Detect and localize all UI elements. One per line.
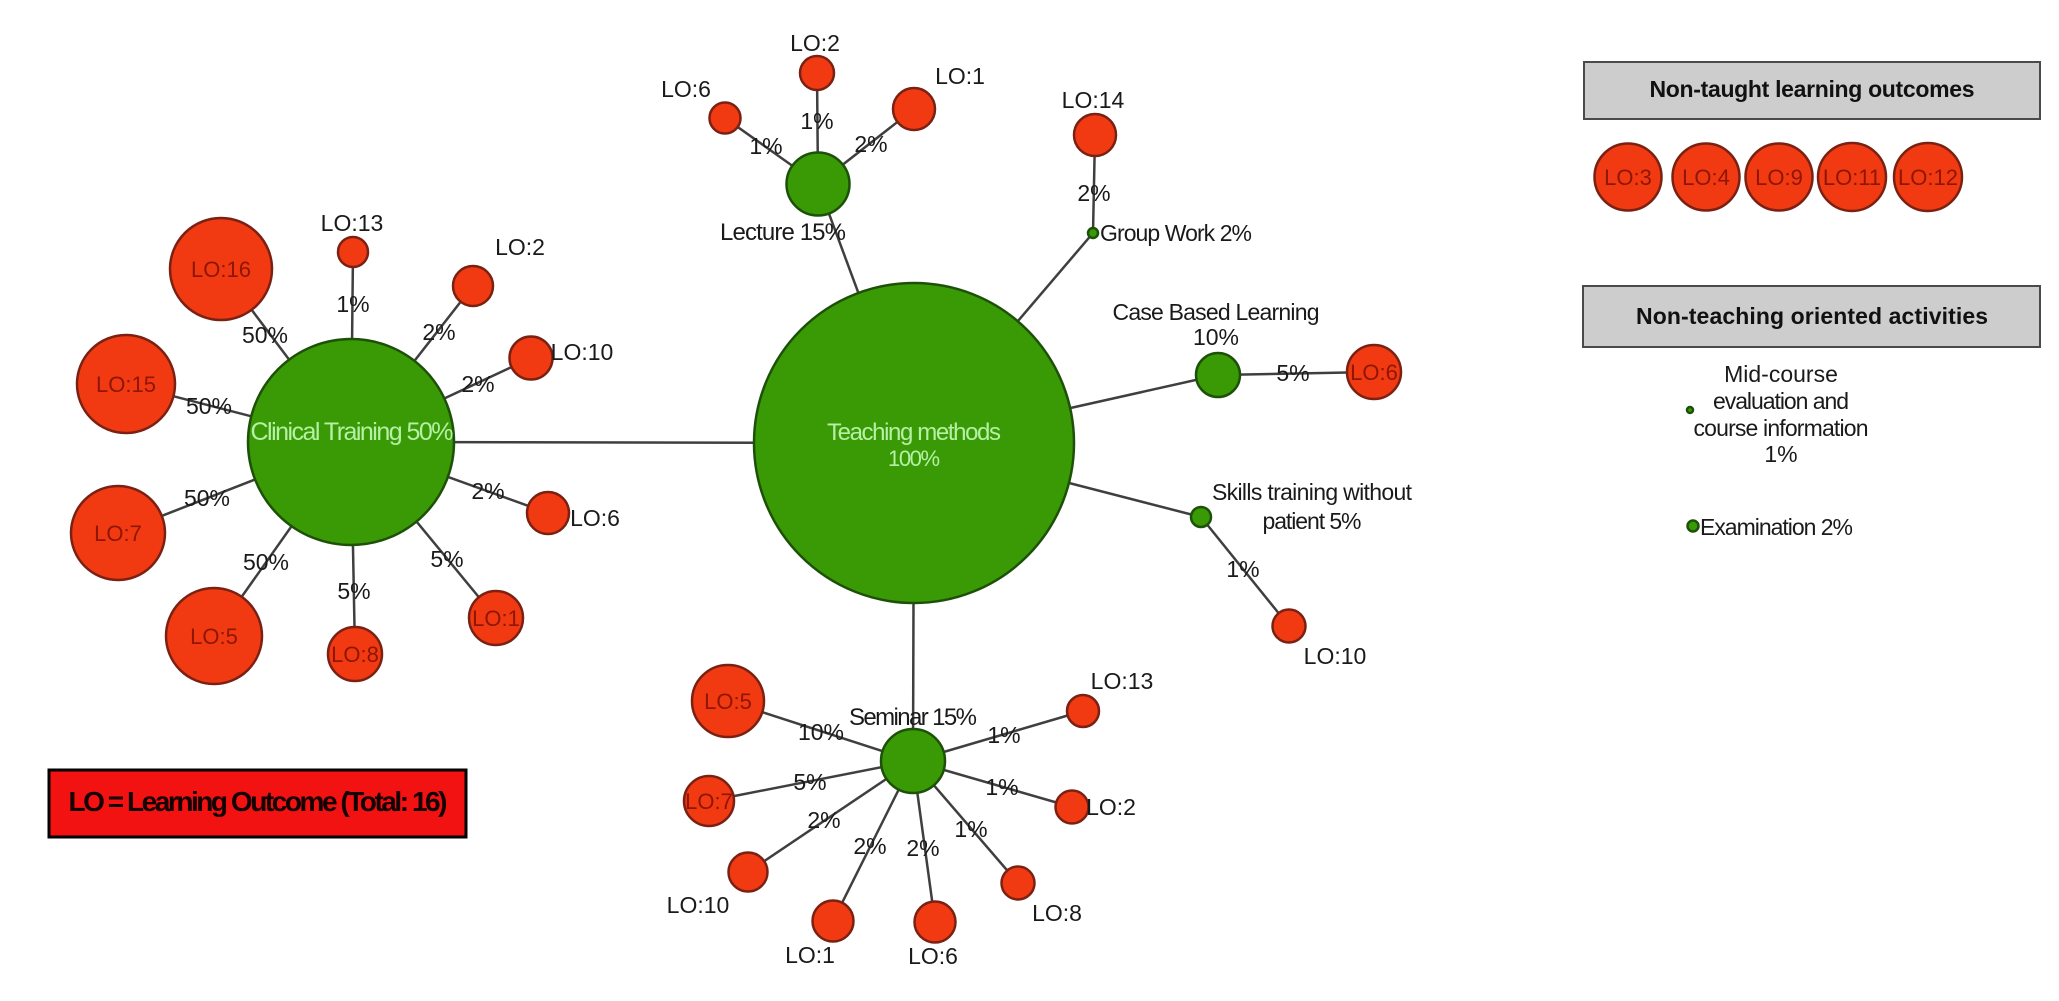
svg-text:LO:2: LO:2 <box>1086 794 1136 820</box>
svg-text:LO:7: LO:7 <box>685 789 733 814</box>
svg-text:50%: 50% <box>243 549 289 575</box>
svg-text:LO:4: LO:4 <box>1682 165 1730 190</box>
svg-text:Seminar 15%: Seminar 15% <box>849 704 977 731</box>
svg-text:5%: 5% <box>337 578 370 604</box>
svg-text:LO:3: LO:3 <box>1604 165 1652 190</box>
svg-text:LO:6: LO:6 <box>908 943 958 969</box>
svg-text:1%: 1% <box>954 816 987 842</box>
svg-text:LO:15: LO:15 <box>96 372 156 397</box>
svg-text:1%: 1% <box>800 108 833 134</box>
svg-text:LO = Learning Outcome (Total:: LO = Learning Outcome (Total: 16) <box>69 786 448 817</box>
svg-text:LO:2: LO:2 <box>790 30 840 56</box>
svg-text:LO:5: LO:5 <box>190 624 238 649</box>
svg-text:LO:6: LO:6 <box>661 76 711 102</box>
svg-text:LO:9: LO:9 <box>1755 165 1803 190</box>
svg-text:LO:1: LO:1 <box>472 606 520 631</box>
svg-text:1%: 1% <box>336 291 369 317</box>
svg-text:2%: 2% <box>906 835 939 861</box>
svg-text:10%: 10% <box>1193 324 1239 350</box>
svg-text:LO:6: LO:6 <box>1350 360 1398 385</box>
svg-text:LO:11: LO:11 <box>1823 165 1881 190</box>
svg-text:Teaching methods: Teaching methods <box>827 419 1001 446</box>
svg-text:50%: 50% <box>184 485 230 511</box>
svg-text:2%: 2% <box>853 833 886 859</box>
svg-text:50%: 50% <box>186 393 232 419</box>
svg-text:LO:1: LO:1 <box>785 942 835 968</box>
svg-text:LO:16: LO:16 <box>191 257 251 282</box>
svg-text:Non-teaching oriented activiti: Non-teaching oriented activities <box>1636 303 1988 329</box>
svg-text:LO:6: LO:6 <box>570 505 620 531</box>
svg-text:LO:13: LO:13 <box>321 210 384 236</box>
svg-text:1%: 1% <box>1764 441 1797 467</box>
svg-text:Non-taught learning outcomes: Non-taught learning outcomes <box>1650 76 1975 102</box>
svg-text:1%: 1% <box>985 774 1018 800</box>
svg-text:LO:14: LO:14 <box>1062 87 1125 113</box>
svg-text:5%: 5% <box>430 546 463 572</box>
svg-text:Skills training without: Skills training without <box>1212 479 1413 505</box>
svg-text:LO:12: LO:12 <box>1898 165 1958 190</box>
svg-text:LO:13: LO:13 <box>1091 668 1154 694</box>
svg-text:2%: 2% <box>1077 180 1110 206</box>
svg-text:50%: 50% <box>242 322 288 348</box>
svg-text:patient 5%: patient 5% <box>1263 508 1362 534</box>
svg-text:5%: 5% <box>793 769 826 795</box>
svg-text:Case Based Learning: Case Based Learning <box>1113 299 1320 325</box>
svg-text:10%: 10% <box>798 719 844 745</box>
svg-text:Group Work 2%: Group Work 2% <box>1100 220 1252 246</box>
svg-text:2%: 2% <box>854 131 887 157</box>
svg-text:LO:2: LO:2 <box>495 234 545 260</box>
svg-text:LO:10: LO:10 <box>551 339 614 365</box>
svg-text:evaluation and: evaluation and <box>1713 388 1849 414</box>
svg-text:course information: course information <box>1694 415 1869 441</box>
svg-text:2%: 2% <box>471 478 504 504</box>
svg-text:5%: 5% <box>1276 360 1309 386</box>
svg-text:100%: 100% <box>888 446 940 471</box>
svg-text:LO:10: LO:10 <box>1304 643 1367 669</box>
svg-text:2%: 2% <box>461 371 494 397</box>
svg-text:LO:8: LO:8 <box>1032 900 1082 926</box>
svg-text:Mid-course: Mid-course <box>1724 361 1838 387</box>
svg-text:Examination 2%: Examination 2% <box>1700 514 1853 540</box>
svg-text:2%: 2% <box>422 319 455 345</box>
svg-text:Clinical Training 50%: Clinical Training 50% <box>251 418 454 446</box>
svg-text:Lecture 15%: Lecture 15% <box>720 219 846 246</box>
svg-text:LO:1: LO:1 <box>935 63 985 89</box>
svg-text:1%: 1% <box>1226 556 1259 582</box>
svg-text:LO:5: LO:5 <box>704 689 752 714</box>
svg-text:2%: 2% <box>807 807 840 833</box>
svg-text:LO:8: LO:8 <box>331 642 379 667</box>
svg-text:1%: 1% <box>749 133 782 159</box>
svg-text:LO:7: LO:7 <box>94 521 142 546</box>
svg-text:1%: 1% <box>987 722 1020 748</box>
svg-text:LO:10: LO:10 <box>667 892 730 918</box>
